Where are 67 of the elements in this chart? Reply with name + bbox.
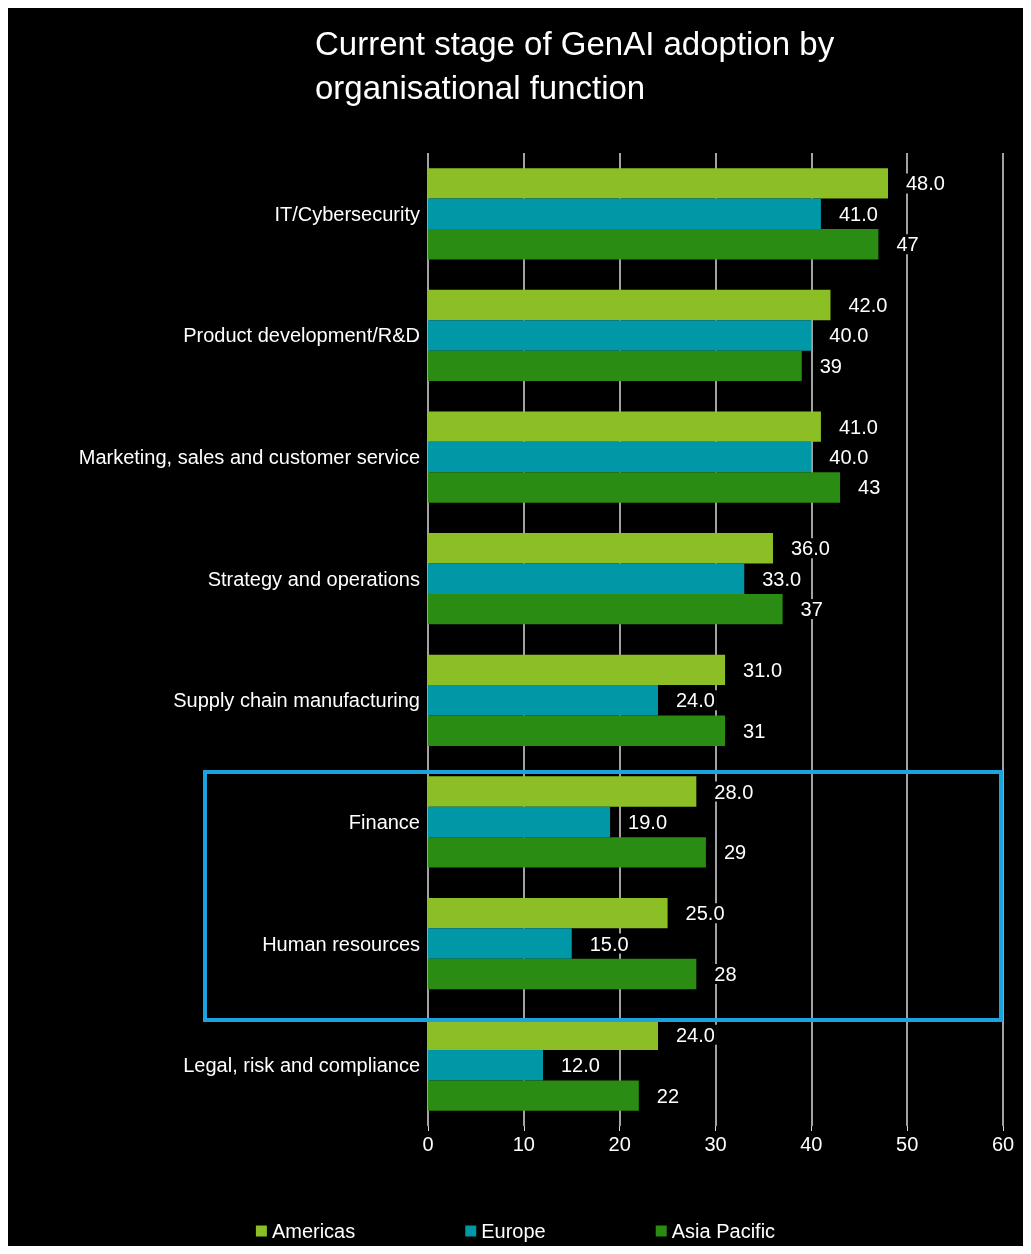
x-tick-label: 30 <box>704 1133 727 1155</box>
bar <box>428 837 706 868</box>
data-label: 42.0 <box>848 294 888 317</box>
data-label: 48.0 <box>906 172 945 195</box>
data-label: 43 <box>858 476 881 499</box>
bar <box>428 593 783 625</box>
x-tick-label: 40 <box>800 1133 823 1155</box>
bar <box>428 533 773 564</box>
legend-label: Europe <box>481 1220 546 1242</box>
data-label: 33.0 <box>762 567 802 590</box>
legend-label: Asia Pacific <box>671 1220 776 1242</box>
bar <box>428 411 821 442</box>
bar <box>428 685 658 716</box>
chart-title: Current stage of GenAI adoption by organisational function <box>315 24 844 106</box>
y-tick-label: Marketing, sales and customer service <box>78 446 420 469</box>
x-tick-label: 50 <box>896 1133 919 1155</box>
bar <box>428 563 745 594</box>
bar <box>428 958 697 990</box>
bar <box>428 806 611 838</box>
data-label: 31.0 <box>743 658 783 681</box>
x-tick-label: 60 <box>991 1133 1015 1155</box>
bar <box>428 168 888 199</box>
y-tick-label: Product development/R&D <box>183 324 420 347</box>
data-label: 37 <box>800 598 823 621</box>
bar <box>428 654 726 686</box>
y-tick-label: Strategy and operations <box>207 567 420 590</box>
data-label: 39 <box>819 354 842 377</box>
x-tick-label: 20 <box>608 1133 631 1155</box>
data-label: 47 <box>896 233 919 256</box>
data-label: 12.0 <box>561 1054 600 1077</box>
bar <box>428 897 668 929</box>
bar <box>428 776 697 807</box>
bar <box>428 1049 543 1081</box>
bar <box>428 350 802 382</box>
data-label: 24.0 <box>676 689 715 712</box>
data-label: 40.0 <box>829 324 869 347</box>
bar <box>428 441 812 473</box>
data-label: 41.0 <box>838 415 878 438</box>
y-tick-label: IT/Cybersecurity <box>274 202 420 225</box>
y-tick-label: Legal, risk and compliance <box>183 1054 420 1077</box>
data-label: 31 <box>743 719 766 742</box>
y-tick-label: Human resources <box>262 932 420 955</box>
data-label: 40.0 <box>829 446 869 469</box>
bar <box>428 1080 639 1111</box>
data-label: 19.0 <box>628 810 668 833</box>
bar <box>428 1019 658 1050</box>
y-tick-label: Finance <box>348 810 420 833</box>
bar <box>428 472 841 503</box>
bar <box>428 229 879 260</box>
y-tick-label: Supply chain manufacturing <box>173 689 420 712</box>
bar <box>428 715 726 746</box>
x-tick-label: 10 <box>512 1133 535 1155</box>
data-label: 28 <box>714 962 737 985</box>
bar <box>428 320 812 351</box>
legend-label: Americas <box>271 1220 356 1242</box>
x-tick-label: 0 <box>422 1133 434 1155</box>
data-label: 25.0 <box>685 902 725 925</box>
data-label: 28.0 <box>714 780 754 803</box>
data-label: 15.0 <box>589 932 629 955</box>
bar <box>428 928 572 959</box>
bar <box>428 198 821 230</box>
data-label: 22 <box>656 1084 680 1107</box>
data-label: 36.0 <box>791 537 830 560</box>
bar <box>428 289 831 321</box>
data-label: 41.0 <box>838 202 878 225</box>
data-label: 29 <box>723 841 747 864</box>
data-label: 24.0 <box>676 1023 715 1046</box>
